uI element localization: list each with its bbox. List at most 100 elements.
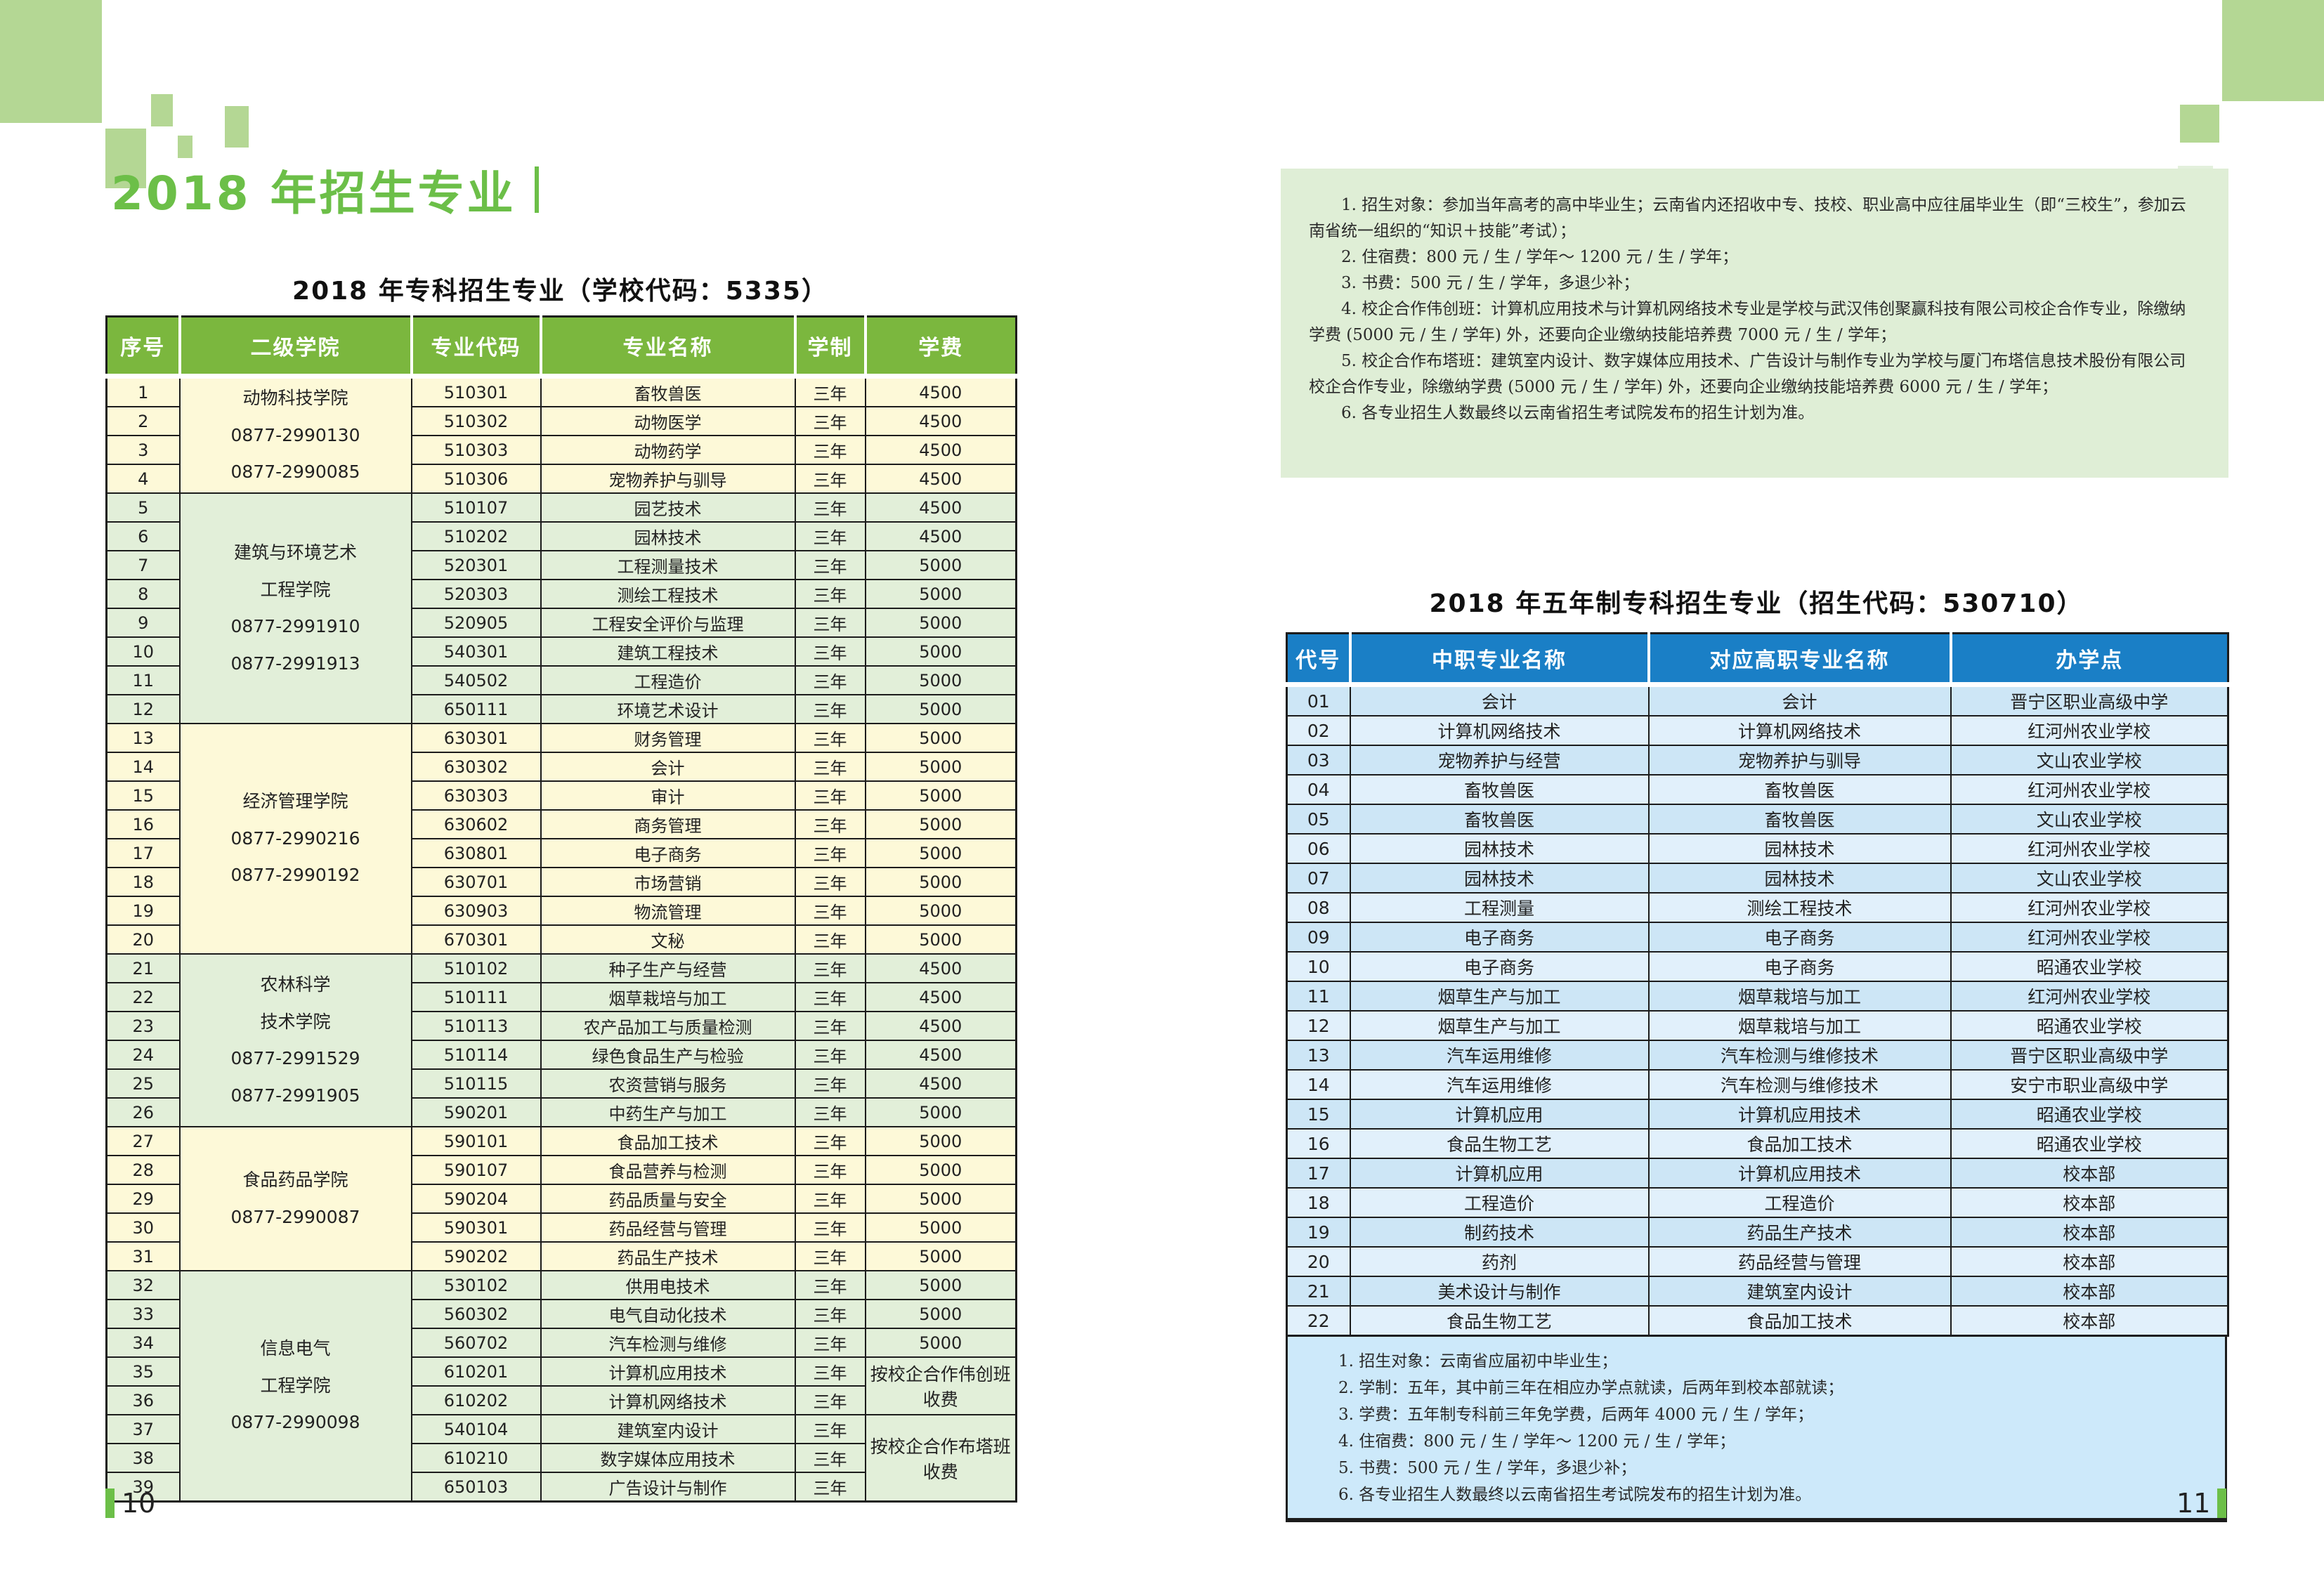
note-item: 2. 学制：五年，其中前三年在相应办学点就读，后两年到校本部就读； <box>1338 1379 1844 1397</box>
cell-secondary-major: 烟草生产与加工 <box>1349 1010 1650 1041</box>
cell-code-number: 18 <box>1286 1187 1351 1218</box>
cell-serial-number: 6 <box>105 521 181 551</box>
cell-higher-major: 计算机应用技术 <box>1647 1099 1952 1130</box>
table-row: 01 会计 会计 晋宁区职业高级中学 <box>1286 683 2229 716</box>
cell-secondary-major: 美术设计与制作 <box>1349 1276 1650 1307</box>
cell-teaching-site: 文山农业学校 <box>1950 745 2229 776</box>
table-row: 20 药剂 药品经营与管理 校本部 <box>1286 1246 2229 1277</box>
college-line: 0877-2990085 <box>230 462 360 483</box>
page-number-right: 11 <box>2176 1488 2227 1519</box>
cell-major-code: 630301 <box>410 723 542 753</box>
cell-fee: 5000 <box>864 896 1017 926</box>
cell-major-name: 财务管理 <box>540 723 796 753</box>
cell-major-name: 审计 <box>540 780 796 811</box>
table-row: 31 590202 药品生产技术 三年 5000 <box>105 1241 1017 1271</box>
cell-fee: 5000 <box>864 636 1017 667</box>
right-table-header-row: 代号 中职专业名称 对应高职专业名称 办学点 <box>1286 633 2228 687</box>
college-line: 0877-2991910 <box>230 616 360 636</box>
cell-higher-major: 宠物养护与驯导 <box>1647 745 1952 776</box>
cell-duration: 三年 <box>794 521 866 551</box>
cell-serial-number: 12 <box>105 694 181 724</box>
cell-serial-number: 39 <box>105 1472 181 1503</box>
cell-fee: 5000 <box>864 1270 1017 1300</box>
cell-duration: 三年 <box>794 694 866 724</box>
column-header: 学制 <box>793 316 866 379</box>
table-row: 21 农林科学 技术学院 0877-2991529 0877-2991905 510102… <box>105 953 1017 1127</box>
cell-major-name: 农产品加工与质量检测 <box>540 1011 796 1041</box>
cell-teaching-site: 红河州农业学校 <box>1950 981 2229 1012</box>
cell-duration: 三年 <box>794 1472 866 1503</box>
cell-major-code: 590201 <box>410 1097 542 1127</box>
cell-duration: 三年 <box>794 1443 866 1473</box>
cell-higher-major: 食品加工技术 <box>1647 1305 1952 1337</box>
cell-major-name: 园林技术 <box>540 521 796 551</box>
cell-serial-number: 36 <box>105 1385 181 1415</box>
cell-higher-major: 工程造价 <box>1647 1187 1952 1218</box>
college-line: 食品药品学院 <box>242 1170 348 1190</box>
cell-duration: 三年 <box>794 752 866 782</box>
cell-major-name: 药品生产技术 <box>540 1241 796 1271</box>
cell-major-name: 农资营销与服务 <box>540 1068 796 1099</box>
college-line: 工程学院 <box>260 1375 331 1396</box>
cell-major-code: 510102 <box>410 953 542 983</box>
table-row: 22 510111 烟草栽培与加工 三年 4500 <box>105 982 1017 1012</box>
cell-fee: 5000 <box>864 867 1017 897</box>
cell-duration: 三年 <box>794 780 866 811</box>
cell-teaching-site: 晋宁区职业高级中学 <box>1950 1040 2229 1071</box>
cell-major-code: 510301 <box>410 375 542 407</box>
cell-higher-major: 烟草栽培与加工 <box>1647 1010 1952 1041</box>
cell-duration: 三年 <box>794 435 866 465</box>
cell-major-name: 动物医学 <box>540 406 796 436</box>
cell-fee: 5000 <box>864 1097 1017 1127</box>
cell-secondary-major: 电子商务 <box>1349 951 1650 982</box>
left-table-head: 序号 二级学院 专业代码 专业名称 学制 学费 <box>106 316 1017 379</box>
cell-serial-number: 15 <box>105 780 181 811</box>
table-row: 10 电子商务 电子商务 昭通农业学校 <box>1286 951 2229 982</box>
cell-teaching-site: 红河州农业学校 <box>1950 922 2229 953</box>
cell-serial-number: 10 <box>105 636 181 667</box>
table-row: 23 510113 农产品加工与质量检测 三年 4500 <box>105 1011 1017 1041</box>
cell-major-code: 540301 <box>410 636 542 667</box>
table-row: 19 630903 物流管理 三年 5000 <box>105 896 1017 926</box>
table-row: 09 电子商务 电子商务 红河州农业学校 <box>1286 922 2229 953</box>
cell-higher-major: 园林技术 <box>1647 863 1952 894</box>
cell-code-number: 01 <box>1286 683 1351 716</box>
cell-duration: 三年 <box>794 492 866 523</box>
cell-teaching-site: 校本部 <box>1950 1246 2229 1277</box>
cell-serial-number: 30 <box>105 1212 181 1243</box>
cell-major-code: 650103 <box>410 1472 542 1503</box>
cell-major-name: 数字媒体应用技术 <box>540 1443 796 1473</box>
cell-major-code: 610202 <box>410 1385 542 1415</box>
cell-serial-number: 33 <box>105 1299 181 1329</box>
cell-duration: 三年 <box>794 953 866 983</box>
cell-major-name: 测绘工程技术 <box>540 579 796 609</box>
table-row: 16 630602 商务管理 三年 5000 <box>105 809 1017 839</box>
table-row: 14 630302 会计 三年 5000 <box>105 752 1017 782</box>
cell-serial-number: 28 <box>105 1155 181 1185</box>
table-row: 18 630701 市场营销 三年 5000 <box>105 867 1017 897</box>
table-row: 5 建筑与环境艺术 工程学院 0877-2991910 0877-2991913 5101… <box>105 492 1017 724</box>
cell-serial-number: 22 <box>105 982 181 1012</box>
cell-code-number: 10 <box>1286 951 1351 982</box>
cell-duration: 三年 <box>794 1040 866 1070</box>
right-section: 2018 年五年制专科招生专业（招生代码：530710） 代号 中职专业名称 对应高… <box>1286 583 2229 1522</box>
cell-serial-number: 34 <box>105 1328 181 1358</box>
cell-teaching-site: 昭通农业学校 <box>1950 1099 2229 1130</box>
cell-duration: 三年 <box>794 608 866 638</box>
cell-teaching-site: 红河州农业学校 <box>1950 892 2229 923</box>
cell-secondary-major: 会计 <box>1349 683 1650 716</box>
cell-serial-number: 21 <box>105 953 181 983</box>
table-row: 19 制药技术 药品生产技术 校本部 <box>1286 1217 2229 1248</box>
note-item: 1. 招生对象：参加当年高考的高中毕业生；云南省内还招收中专、技校、职业高中应往… <box>1309 196 2186 240</box>
page-number-bar <box>105 1488 115 1518</box>
table-row: 39 650103 广告设计与制作 三年 <box>105 1472 1017 1503</box>
page-number-bar <box>2217 1488 2227 1518</box>
cell-higher-major: 汽车检测与维修技术 <box>1647 1069 1952 1100</box>
cell-teaching-site: 红河州农业学校 <box>1950 833 2229 864</box>
cell-teaching-site: 校本部 <box>1950 1217 2229 1248</box>
cell-code-number: 06 <box>1286 833 1351 864</box>
cell-serial-number: 8 <box>105 579 181 609</box>
cell-major-name: 绿色食品生产与检验 <box>540 1040 796 1070</box>
cell-higher-major: 药品生产技术 <box>1647 1217 1952 1248</box>
cell-serial-number: 17 <box>105 838 181 868</box>
